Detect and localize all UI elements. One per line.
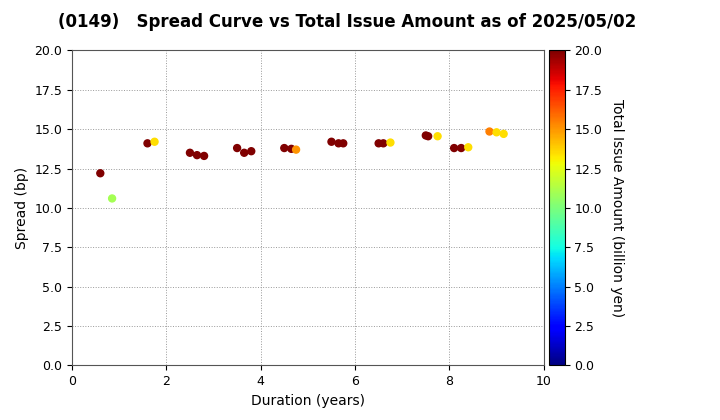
Y-axis label: Total Issue Amount (billion yen): Total Issue Amount (billion yen) xyxy=(611,99,624,317)
Point xyxy=(338,140,349,147)
Point xyxy=(184,150,196,156)
Point xyxy=(238,150,250,156)
Point xyxy=(94,170,106,176)
Point xyxy=(384,139,396,146)
Point xyxy=(192,152,203,158)
Point xyxy=(420,132,431,139)
Point xyxy=(290,146,302,153)
Point xyxy=(449,144,460,151)
Point xyxy=(333,140,344,147)
Point xyxy=(142,140,153,147)
Point xyxy=(231,144,243,151)
Point xyxy=(498,131,510,137)
Point xyxy=(325,138,337,145)
Point xyxy=(279,144,290,151)
Point xyxy=(149,138,161,145)
Point xyxy=(198,152,210,159)
Point xyxy=(462,144,474,151)
Point xyxy=(107,195,118,202)
Point xyxy=(456,144,467,151)
Point xyxy=(491,129,503,136)
Point xyxy=(373,140,384,147)
Point xyxy=(377,140,389,147)
Point xyxy=(484,128,495,135)
X-axis label: Duration (years): Duration (years) xyxy=(251,394,365,408)
Text: (0149)   Spread Curve vs Total Issue Amount as of 2025/05/02: (0149) Spread Curve vs Total Issue Amoun… xyxy=(58,13,636,31)
Point xyxy=(246,148,257,155)
Point xyxy=(286,145,297,152)
Point xyxy=(423,133,434,139)
Point xyxy=(432,133,444,139)
Y-axis label: Spread (bp): Spread (bp) xyxy=(15,167,29,249)
